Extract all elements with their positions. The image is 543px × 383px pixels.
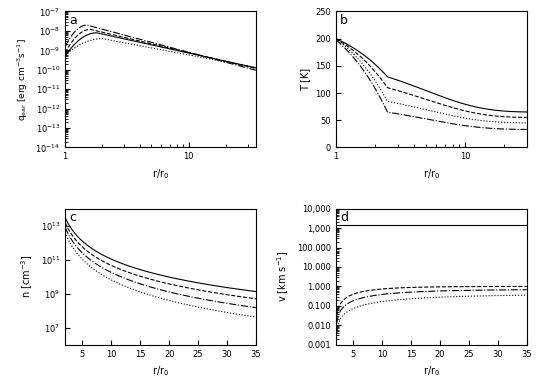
X-axis label: r/r$_0$: r/r$_0$: [152, 364, 169, 378]
Y-axis label: q$_{\rm ear}$ [erg cm$^{-3}$s$^{-1}$]: q$_{\rm ear}$ [erg cm$^{-3}$s$^{-1}$]: [16, 38, 30, 121]
Text: d: d: [340, 211, 348, 224]
Text: b: b: [340, 14, 348, 27]
Text: c: c: [69, 211, 76, 224]
X-axis label: r/r$_0$: r/r$_0$: [422, 364, 440, 378]
Y-axis label: n [cm$^{-3}$]: n [cm$^{-3}$]: [20, 255, 35, 298]
X-axis label: r/r$_0$: r/r$_0$: [422, 167, 440, 181]
Text: a: a: [69, 14, 77, 27]
Y-axis label: T [K]: T [K]: [300, 68, 310, 91]
Y-axis label: v [km s$^{-1}$]: v [km s$^{-1}$]: [276, 251, 292, 303]
X-axis label: r/r$_0$: r/r$_0$: [152, 167, 169, 181]
